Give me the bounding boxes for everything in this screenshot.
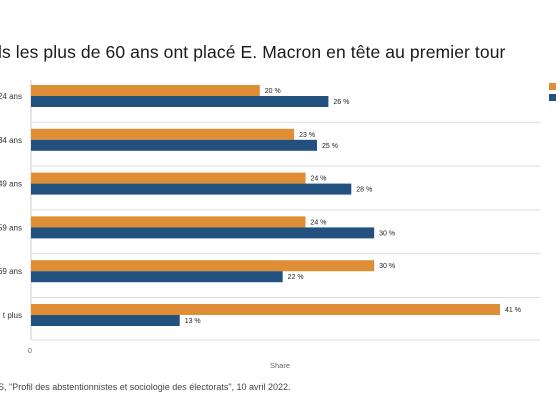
- bar-data-label: 30 %: [379, 263, 395, 270]
- bar-series-2: [31, 227, 375, 239]
- bar-data-label: 23 %: [299, 132, 315, 139]
- bar-series-2: [31, 183, 352, 195]
- legend-swatch-series-2: [549, 94, 556, 101]
- bar-series-1: [31, 304, 500, 315]
- bar-data-label: 41 %: [505, 307, 521, 314]
- bar-series-1: [31, 85, 260, 96]
- bar-series-2: [31, 139, 317, 151]
- legend-swatch-series-1: [549, 83, 556, 90]
- x-tick-label: 0: [28, 348, 32, 355]
- bar-series-2: [31, 315, 180, 326]
- category-label: t plus: [3, 311, 22, 320]
- bar-series-2: [31, 96, 329, 107]
- bar-data-label: 24 %: [311, 219, 327, 226]
- bar-series-1: [31, 172, 306, 184]
- bar-data-label: 20 %: [265, 88, 281, 95]
- bar-data-label: 25 %: [322, 143, 338, 150]
- bar-series-1: [31, 128, 295, 140]
- bar-data-label: 30 %: [379, 230, 395, 237]
- bar-data-label: 13 %: [185, 318, 201, 325]
- category-label: 59 ans: [0, 223, 22, 232]
- category-label: 69 ans: [0, 267, 22, 276]
- bar-data-label: 28 %: [356, 187, 372, 194]
- bar-series-1: [31, 216, 306, 228]
- bar-data-label: 26 %: [333, 99, 349, 106]
- x-axis-label: Share: [270, 361, 290, 370]
- bar-series-2: [31, 271, 283, 283]
- category-label: 24 ans: [0, 92, 22, 101]
- bar-data-label: 22 %: [288, 274, 304, 281]
- bar-series-1: [31, 260, 375, 272]
- category-label: 49 ans: [0, 180, 22, 189]
- bar-data-label: 24 %: [311, 176, 327, 183]
- category-label: 34 ans: [0, 136, 22, 145]
- chart-title: ls les plus de 60 ans ont placé E. Macro…: [0, 42, 506, 62]
- source-note: S, "Profil des abstentionnistes et socio…: [0, 382, 291, 392]
